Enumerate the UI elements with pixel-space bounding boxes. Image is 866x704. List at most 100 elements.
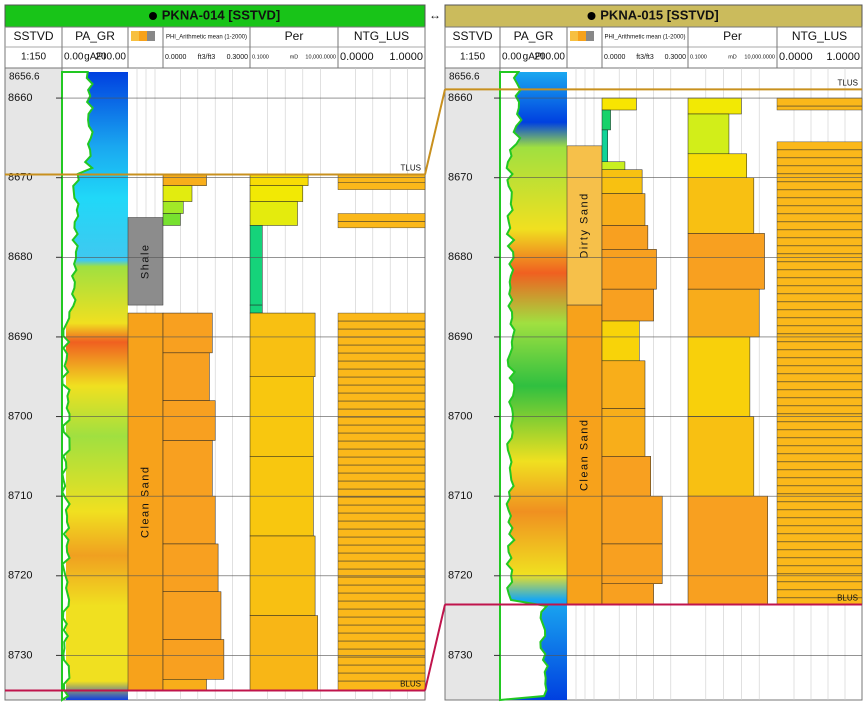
per-bar — [687, 288, 760, 338]
scale-min: 0.0000 — [340, 51, 374, 63]
depth-label: 8730 — [448, 649, 472, 661]
facies-legend-icon — [578, 31, 586, 41]
phi-bar — [162, 174, 207, 186]
facies-legend-icon — [139, 31, 147, 41]
track-name: PHI_Arithmetic mean (1-2000) — [166, 35, 247, 41]
ntg-bar — [337, 174, 426, 190]
phi-bar — [601, 495, 663, 545]
track-name: PA_GR — [514, 29, 554, 43]
scale-max: 200.00 — [534, 52, 565, 63]
scale-unit: ft3/ft3 — [636, 54, 654, 61]
scale-unit: gAPI — [523, 52, 545, 63]
depth-label: 8720 — [8, 570, 32, 582]
track-name: SSTVD — [452, 29, 492, 43]
phi-bar — [601, 97, 637, 111]
per-bar — [249, 312, 316, 377]
per-bar — [687, 113, 730, 155]
facies-legend-icon — [570, 31, 578, 41]
per-bar — [687, 336, 751, 417]
phi-bar — [162, 543, 219, 592]
depth-bg — [4, 67, 63, 701]
phi-bar — [162, 679, 207, 691]
zone-label: Shale — [139, 243, 151, 279]
track-name: PA_GR — [75, 29, 115, 43]
per-bar — [687, 416, 755, 497]
per-bar — [249, 304, 263, 314]
depth-bg — [444, 67, 501, 701]
well-dot — [587, 12, 596, 20]
scale-max: 10,000.0000 — [744, 54, 775, 60]
per-bar — [687, 177, 755, 234]
phi-bar — [601, 543, 663, 585]
phi-bar — [162, 591, 222, 640]
phi-bar — [601, 225, 649, 250]
ntg-bar — [776, 97, 863, 111]
facies-legend-icon — [131, 31, 139, 41]
phi-bar — [601, 320, 640, 362]
phi-bar — [162, 400, 216, 441]
phi-bar — [601, 360, 646, 409]
depth-scale: 1:150 — [460, 52, 485, 63]
per-bar — [687, 495, 768, 605]
marker-label: BLUS — [837, 594, 858, 603]
phi-bar — [601, 288, 654, 322]
phi-bar — [162, 213, 181, 226]
scale-max: 10,000.0000 — [305, 54, 336, 60]
zone-label: Dirty Sand — [578, 192, 590, 258]
facies-legend-icon — [147, 31, 155, 41]
depth-label: 8690 — [448, 331, 472, 343]
scale-unit: ft3/ft3 — [198, 54, 216, 61]
facies-legend-icon — [586, 31, 594, 41]
depth-label: 8670 — [8, 172, 32, 184]
per-bar — [687, 97, 742, 115]
per-bar — [249, 185, 304, 202]
scale-min: 0.0000 — [165, 54, 187, 61]
scale-max: 0.3000 — [227, 54, 249, 61]
scale-max: 200.00 — [95, 52, 126, 63]
phi-bar — [601, 129, 608, 163]
phi-bar — [601, 583, 654, 605]
scale-unit: mD — [728, 54, 737, 60]
depth-label: 8690 — [8, 331, 32, 343]
phi-bar — [162, 352, 210, 401]
depth-label: 8720 — [448, 570, 472, 582]
zone — [127, 217, 164, 306]
gr-curve — [61, 71, 95, 702]
phi-bar — [162, 440, 213, 497]
ntg-bar — [337, 213, 426, 229]
top-depth: 8656.6 — [449, 72, 480, 83]
scale-min: 0.00 — [64, 52, 84, 63]
depth-label: 8680 — [8, 251, 32, 263]
per-bar — [249, 225, 263, 306]
depth-label: 8670 — [448, 172, 472, 184]
correlation-line — [424, 89, 446, 175]
per-bar — [249, 615, 318, 691]
scale-max: 0.3000 — [665, 54, 687, 61]
well-dot — [149, 12, 157, 20]
correlation-line — [424, 604, 446, 691]
depth-scale: 1:150 — [21, 52, 46, 63]
track-name: PHI_Arithmetic mean (1-2000) — [604, 35, 685, 41]
phi-bar — [601, 249, 657, 290]
depth-label: 8680 — [448, 251, 472, 263]
well-title: PKNA-014 [SSTVD] — [162, 7, 280, 22]
zone-label: Clean Sand — [139, 465, 151, 538]
ntg-bar — [337, 312, 426, 691]
depth-label: 8660 — [8, 92, 32, 104]
zone-label: Clean Sand — [578, 419, 590, 492]
track-name: Per — [723, 29, 742, 43]
scale-unit: gAPI — [84, 52, 106, 63]
per-bar — [249, 174, 309, 186]
per-bar — [687, 153, 748, 178]
scale-min: 0.1000 — [690, 54, 707, 60]
marker-label: BLUS — [400, 680, 421, 689]
scale-max: 1.0000 — [389, 51, 423, 63]
gr-curve — [499, 71, 549, 702]
top-depth: 8656.6 — [9, 72, 40, 83]
phi-bar — [162, 495, 216, 545]
scale-min: 0.1000 — [252, 54, 269, 60]
well-title: PKNA-015 [SSTVD] — [600, 7, 718, 22]
phi-bar — [601, 193, 646, 226]
phi-bar — [162, 185, 193, 202]
